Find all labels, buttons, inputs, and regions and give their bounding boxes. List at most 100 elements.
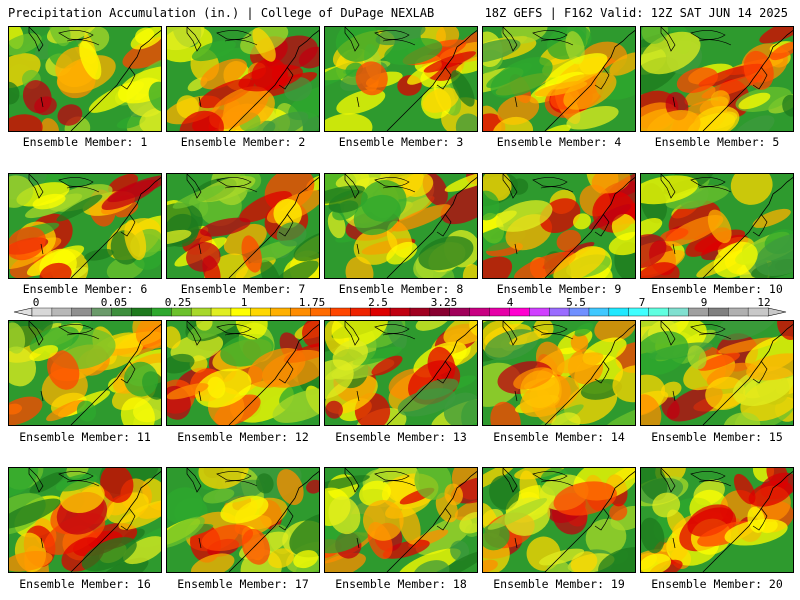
title-left: Precipitation Accumulation (in.) | Colle… [8,6,435,20]
colorbar-segment [190,307,212,317]
colorbar-segment [469,307,491,317]
colorbar-segment [409,307,431,317]
ensemble-member-label: Ensemble Member: 18 [335,577,467,591]
title-right: 18Z GEFS | F162 Valid: 12Z SAT JUN 14 20… [484,6,788,20]
precip-field-map [325,27,477,131]
colorbar-segment [369,307,391,317]
ensemble-member-panel [640,26,794,132]
colorbar-segment [171,307,192,317]
precip-field-map [9,321,161,425]
ensemble-member-panel [482,320,636,426]
precip-field-map [9,27,161,131]
colorbar-segment [389,307,411,317]
ensemble-member-panel [324,467,478,573]
colorbar-segment [747,307,769,317]
colorbar-segment [728,307,749,317]
precip-field-map [641,468,793,572]
ensemble-member-panel [8,26,162,132]
colorbar-tick-label: 0.05 [101,296,128,309]
precip-field-map [9,468,161,572]
colorbar-tick-label: 2.5 [368,296,388,309]
ensemble-member-label: Ensemble Member: 13 [335,430,467,444]
precip-field-map [483,174,635,278]
colorbar-right-arrow [767,307,787,317]
colorbar-segment [628,307,650,317]
colorbar-segment [250,307,272,317]
colorbar-tick-label: 12 [757,296,770,309]
colorbar-segment [230,307,252,317]
colorbar-tick-label: 7 [639,296,646,309]
precip-field-map [167,321,319,425]
colorbar-segment [509,307,530,317]
precip-field-map [167,27,319,131]
precip-field-map [167,468,319,572]
precip-field-map [167,174,319,278]
colorbar-segment [688,307,709,317]
colorbar-segment [548,307,570,317]
colorbar-segment [290,307,311,317]
ensemble-member-label: Ensemble Member: 2 [180,135,306,149]
colorbar-segment [449,307,471,317]
ensemble-member-panel [166,467,320,573]
ensemble-member-label: Ensemble Member: 9 [496,282,622,296]
colorbar-segment [31,307,53,317]
ensemble-member-panel [166,26,320,132]
colorbar-tick-label: 0 [33,296,40,309]
ensemble-member-panel [640,467,794,573]
colorbar-segment [330,307,351,317]
precipitation-colorbar: 0 0.05 0.25 1 1.75 2.5 3.25 4 5.5 7 9 12 [13,296,787,317]
ensemble-member-label: Ensemble Member: 8 [338,282,464,296]
precip-field-map [483,321,635,425]
ensemble-member-panel [324,320,478,426]
colorbar-segment [210,307,232,317]
ensemble-member-panel [482,26,636,132]
ensemble-member-label: Ensemble Member: 17 [177,577,309,591]
ensemble-member-panel [166,320,320,426]
ensemble-member-label: Ensemble Member: 7 [180,282,306,296]
ensemble-member-label: Ensemble Member: 10 [651,282,783,296]
ensemble-member-label: Ensemble Member: 11 [19,430,151,444]
ensemble-member-panel [324,173,478,279]
colorbar-segment [708,307,729,317]
colorbar-tick-label: 4 [507,296,514,309]
ensemble-member-label: Ensemble Member: 1 [22,135,148,149]
colorbar-segment [91,307,113,317]
ensemble-member-label: Ensemble Member: 20 [651,577,783,591]
ensemble-member-panel [8,320,162,426]
colorbar-tick-label: 3.25 [431,296,458,309]
precip-field-map [325,174,477,278]
precip-field-map [641,321,793,425]
colorbar-tick-label: 9 [701,296,708,309]
colorbar-segment [648,307,670,317]
ensemble-member-panel [8,173,162,279]
colorbar-segment [151,307,172,317]
ensemble-member-panel [640,173,794,279]
precip-field-map [641,27,793,131]
colorbar-segment [350,307,371,317]
colorbar-tick-label: 5.5 [566,296,586,309]
colorbar-segment [568,307,590,317]
ensemble-member-panel [482,467,636,573]
colorbar-segment [529,307,550,317]
ensemble-member-label: Ensemble Member: 4 [496,135,622,149]
colorbar-segment [71,307,93,317]
ensemble-member-label: Ensemble Member: 12 [177,430,309,444]
ensemble-member-panel [8,467,162,573]
colorbar-segment [608,307,630,317]
colorbar-segment [51,307,73,317]
colorbar-segment [131,307,152,317]
precip-field-map [325,468,477,572]
ensemble-member-label: Ensemble Member: 5 [654,135,780,149]
precip-field-map [9,174,161,278]
colorbar-segment [429,307,451,317]
colorbar-segment [588,307,610,317]
ensemble-member-label: Ensemble Member: 14 [493,430,625,444]
ensemble-member-panel [482,173,636,279]
colorbar-segment [111,307,132,317]
colorbar-segment [310,307,331,317]
colorbar-tick-label: 0.25 [165,296,192,309]
colorbar-segment [668,307,689,317]
ensemble-member-label: Ensemble Member: 3 [338,135,464,149]
colorbar-segment [489,307,510,317]
ensemble-member-label: Ensemble Member: 16 [19,577,151,591]
